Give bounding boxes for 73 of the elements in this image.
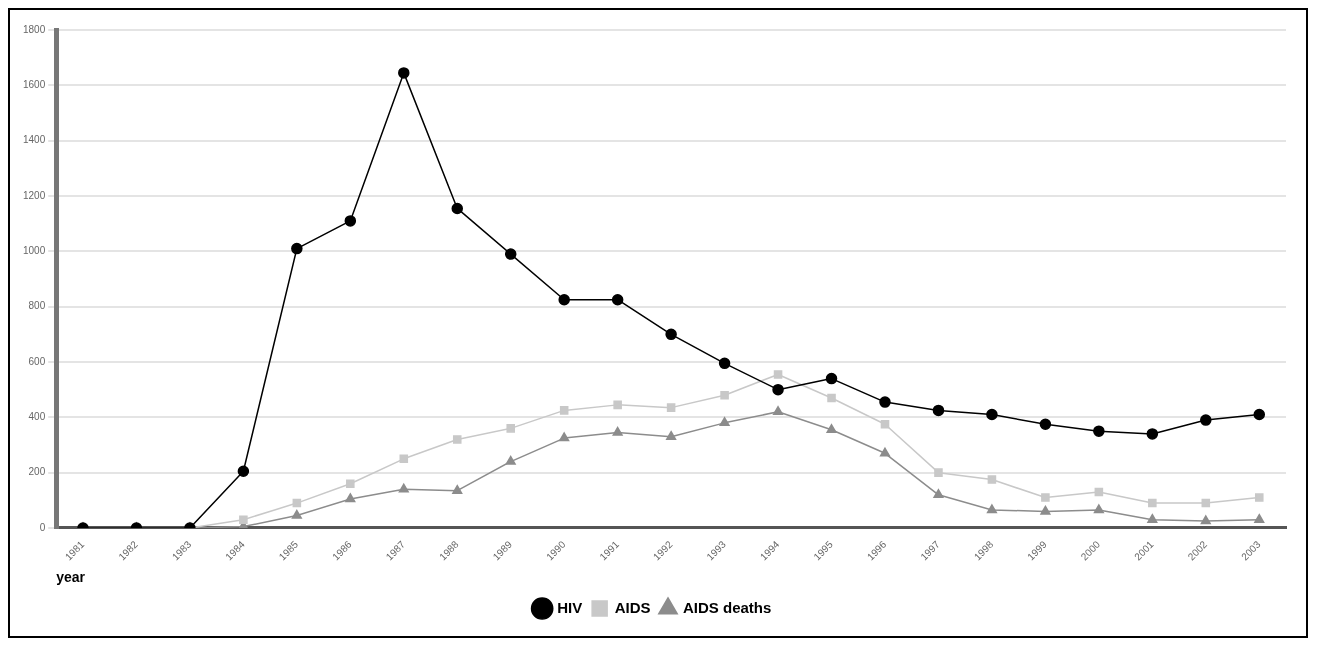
point	[1201, 498, 1211, 508]
point	[772, 383, 784, 396]
legend-label: AIDS deaths	[683, 598, 772, 616]
point	[932, 404, 945, 417]
point	[451, 202, 463, 215]
point	[879, 396, 891, 408]
point	[239, 515, 248, 524]
point	[612, 426, 623, 436]
y-tick-label: 1800	[23, 23, 46, 35]
point	[1041, 493, 1050, 502]
point	[719, 417, 730, 427]
point	[292, 498, 302, 508]
point	[1040, 505, 1051, 515]
point	[344, 215, 357, 227]
point	[291, 509, 302, 519]
point	[346, 479, 355, 489]
y-tick-label: 0	[39, 521, 46, 533]
point	[559, 432, 570, 442]
point	[506, 424, 516, 433]
point	[987, 475, 997, 484]
point	[879, 447, 891, 457]
point	[933, 489, 944, 499]
point	[666, 430, 677, 440]
y-tick-label: 800	[28, 300, 46, 312]
point	[237, 465, 250, 478]
point	[934, 468, 943, 477]
point	[1254, 513, 1265, 523]
point	[1093, 425, 1105, 437]
point	[452, 435, 462, 444]
y-tick-label: 1400	[23, 134, 46, 146]
legend-label: HIV	[557, 598, 583, 616]
point	[1147, 513, 1158, 523]
point	[826, 424, 837, 434]
legend-label: AIDS	[614, 598, 651, 616]
point	[1200, 515, 1211, 525]
point	[452, 484, 463, 494]
point	[611, 293, 624, 306]
y-tick-label: 600	[28, 355, 46, 367]
point	[613, 400, 622, 410]
point	[720, 390, 729, 400]
y-tick-label: 400	[28, 411, 46, 423]
point	[986, 504, 998, 514]
y-tick-label: 1600	[23, 79, 46, 91]
point	[291, 242, 303, 255]
x-axis-title: year	[56, 569, 86, 586]
point	[880, 419, 890, 429]
point	[1254, 493, 1264, 502]
point	[558, 293, 570, 306]
point	[559, 406, 569, 415]
point	[1146, 428, 1159, 440]
point	[1039, 418, 1052, 430]
point	[772, 406, 784, 416]
point	[399, 454, 409, 464]
point	[1148, 498, 1157, 508]
point	[1094, 487, 1104, 497]
point	[505, 455, 516, 465]
point	[986, 408, 998, 421]
point	[398, 483, 409, 493]
y-tick-label: 1200	[23, 189, 46, 201]
point	[827, 393, 836, 403]
point	[666, 403, 676, 412]
y-tick-label: 1000	[23, 245, 46, 257]
point	[398, 67, 410, 79]
point	[1093, 504, 1104, 514]
point	[1253, 408, 1266, 421]
point	[825, 372, 838, 385]
point	[665, 328, 677, 341]
point	[1200, 414, 1212, 426]
y-tick-label: 200	[28, 466, 46, 478]
point	[773, 370, 783, 379]
point	[345, 493, 356, 503]
point	[718, 357, 731, 370]
point	[504, 248, 517, 260]
